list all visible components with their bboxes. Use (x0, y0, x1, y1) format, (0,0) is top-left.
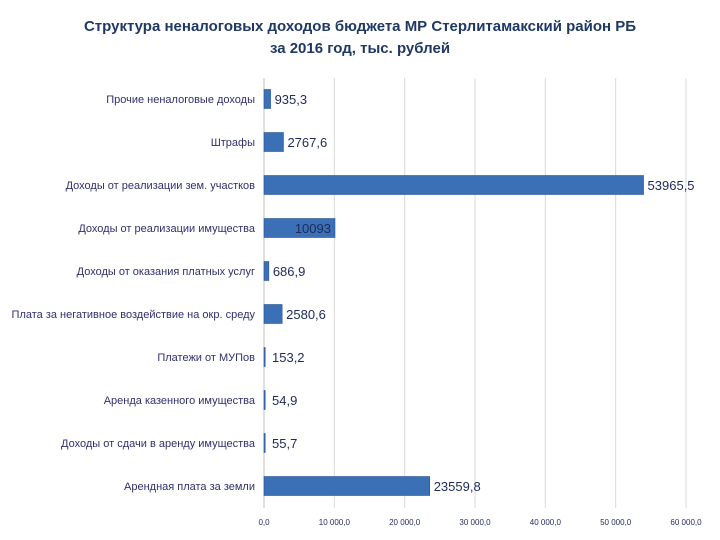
category-label: Прочие неналоговые доходы (106, 94, 255, 106)
x-tick-label: 20 000,0 (389, 518, 421, 527)
x-tick-label: 60 000,0 (670, 518, 702, 527)
bar (263, 476, 431, 496)
category-label: Доходы от сдачи в аренду имущества (61, 438, 256, 450)
x-tick-label: 30 000,0 (459, 518, 491, 527)
bar (263, 304, 283, 324)
value-label: 935,3 (275, 92, 308, 107)
category-label: Доходы от реализации имущества (78, 223, 256, 235)
bar (263, 218, 336, 238)
value-label: 55,7 (272, 436, 297, 451)
bar (263, 89, 271, 109)
category-label: Плата за негативное воздействие на окр. … (12, 309, 256, 321)
category-label: Аренда казенного имущества (104, 395, 256, 407)
chart-title-line1: Структура неналоговых доходов бюджета МР… (83, 18, 637, 35)
value-label: 2580,6 (286, 307, 326, 322)
bar (263, 433, 266, 453)
category-label: Доходы от оказания платных услуг (77, 266, 255, 278)
category-label: Платежи от МУПов (157, 352, 255, 364)
bar (263, 261, 270, 281)
category-label: Доходы от реализации зем. участков (66, 180, 256, 192)
bar (263, 347, 266, 367)
value-label: 23559,8 (434, 479, 481, 494)
chart-title: Структура неналоговых доходов бюджета МР… (0, 16, 720, 60)
category-label: Арендная плата за земли (124, 481, 255, 493)
bar (263, 132, 284, 152)
x-tick-label: 50 000,0 (600, 518, 632, 527)
value-label: 10093 (295, 221, 331, 236)
value-label: 2767,6 (287, 135, 327, 150)
value-label: 153,2 (272, 350, 305, 365)
x-tick-label: 40 000,0 (530, 518, 562, 527)
bar (263, 175, 644, 195)
bar (263, 390, 266, 410)
value-label: 53965,5 (648, 178, 695, 193)
chart-title-line2: за 2016 год, тыс. рублей (269, 40, 451, 57)
category-label: Штрафы (211, 137, 255, 149)
value-label: 686,9 (273, 264, 306, 279)
x-tick-label: 0,0 (258, 518, 270, 527)
value-label: 54,9 (272, 393, 297, 408)
x-tick-label: 10 000,0 (319, 518, 351, 527)
